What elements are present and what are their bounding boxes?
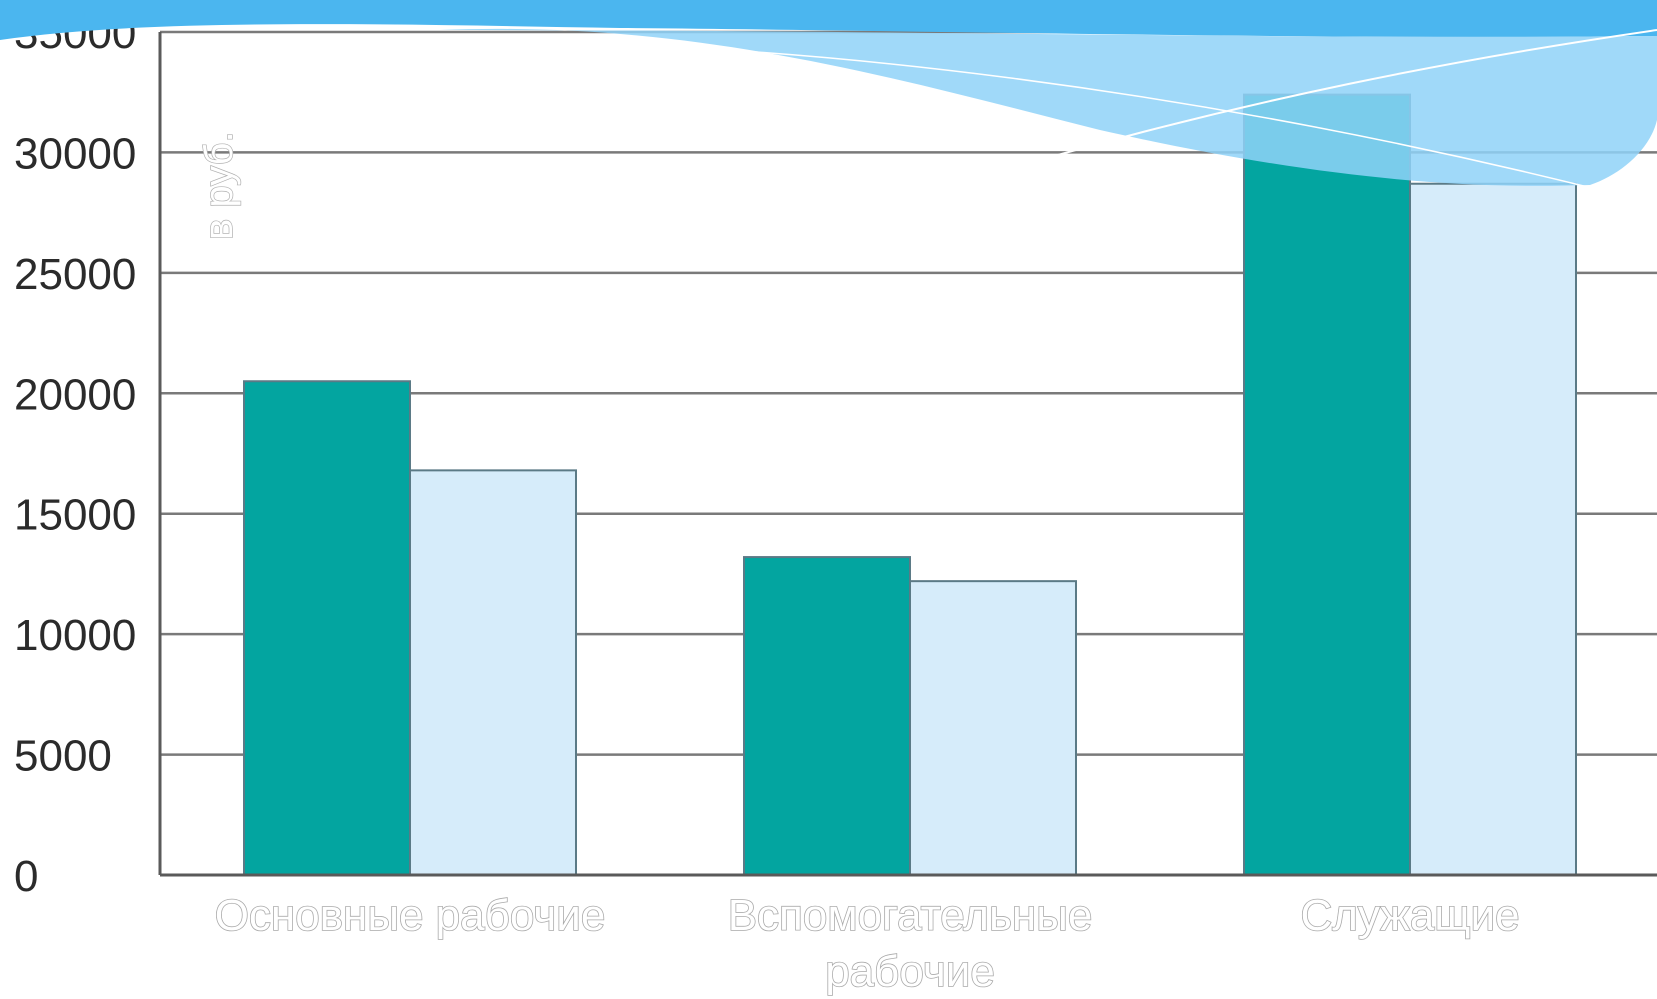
x-tick-label: Основные рабочие bbox=[215, 891, 606, 940]
y-tick-label: 5000 bbox=[14, 732, 112, 781]
axes bbox=[158, 32, 1657, 877]
bar bbox=[409, 469, 577, 876]
bar bbox=[743, 556, 911, 876]
y-tick-label: 10000 bbox=[14, 611, 136, 660]
x-tick-label: Вспомогательные bbox=[728, 891, 1093, 940]
y-axis-label: в руб. bbox=[197, 131, 241, 240]
bar bbox=[1243, 93, 1411, 876]
y-tick-label: 30000 bbox=[14, 129, 136, 178]
x-tick-label: Служащие bbox=[1300, 891, 1519, 940]
wave-band-dark bbox=[0, 0, 1657, 40]
bars bbox=[243, 93, 1577, 877]
wave-line bbox=[1039, 29, 1657, 161]
bar bbox=[243, 380, 411, 876]
x-tick-label: рабочие bbox=[825, 947, 995, 996]
bar bbox=[909, 580, 1077, 876]
y-tick-label: 20000 bbox=[14, 370, 136, 419]
wave-line bbox=[469, 41, 1601, 191]
decorative-wave-banner bbox=[0, 0, 1657, 191]
y-tick-label: 0 bbox=[14, 852, 38, 901]
y-tick-label: 15000 bbox=[14, 491, 136, 540]
category-labels: Основные рабочие Вспомогательные рабочие Сл… bbox=[214, 890, 1520, 997]
bar bbox=[1409, 182, 1577, 877]
y-tick-label: 25000 bbox=[14, 250, 136, 299]
wave-band-light bbox=[440, 28, 1657, 186]
